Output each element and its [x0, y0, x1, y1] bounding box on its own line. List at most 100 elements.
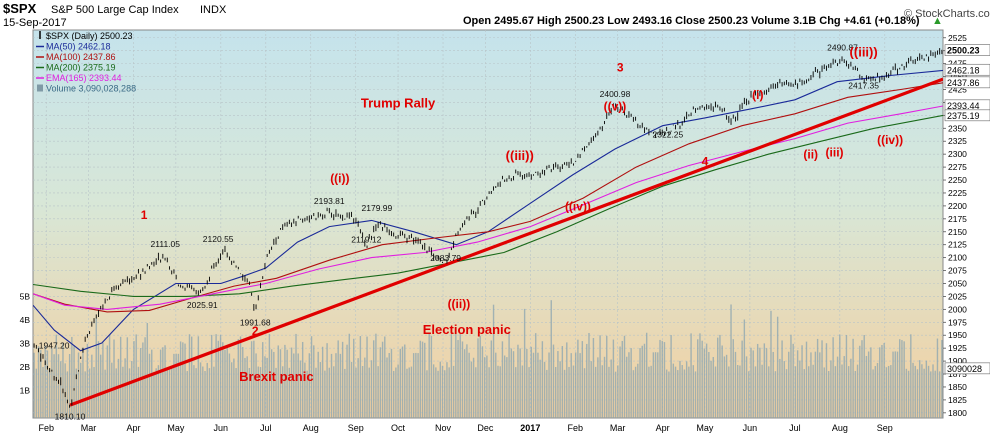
y-tick-label: 2075	[948, 266, 967, 276]
volume-bar	[435, 367, 437, 418]
volume-bar	[304, 362, 306, 418]
volume-bar	[515, 367, 517, 418]
volume-bar	[885, 367, 888, 418]
volume-bar	[659, 339, 661, 418]
volume-bar	[592, 337, 595, 418]
value-badge	[944, 109, 990, 122]
volume-bar	[388, 353, 390, 418]
volume-bar	[792, 343, 794, 418]
volume-bar	[548, 352, 550, 418]
volume-bar	[401, 346, 404, 418]
volume-bar	[741, 340, 743, 418]
volume-bar	[541, 341, 544, 418]
volume-bar	[794, 366, 797, 418]
volume-bar	[810, 352, 812, 418]
volume-bar	[612, 339, 615, 418]
volume-bar	[577, 339, 579, 418]
volume-bar	[139, 348, 142, 418]
price-label: 2083.79	[430, 253, 461, 263]
volume-bar	[763, 343, 766, 418]
volume-bar	[124, 358, 126, 418]
volume-bar	[175, 353, 177, 418]
volume-bar	[37, 346, 40, 418]
volume-bar	[91, 354, 93, 418]
volume-bar	[313, 345, 315, 418]
y-tick-label: 2200	[948, 201, 967, 211]
volume-bar	[159, 349, 162, 418]
volume-bar	[171, 367, 173, 418]
volume-bar	[665, 369, 668, 418]
volume-bar	[785, 369, 788, 418]
volume-tick-label: 3B	[20, 339, 31, 349]
volume-bar	[610, 359, 612, 418]
volume-bar	[246, 356, 248, 418]
volume-bar	[235, 368, 237, 418]
volume-bar	[661, 340, 663, 418]
volume-bar	[266, 357, 268, 418]
x-tick-label: Jul	[260, 423, 272, 433]
x-tick-label: May	[696, 423, 714, 433]
volume-bar	[122, 366, 124, 418]
volume-bar	[481, 346, 484, 418]
volume-bar	[506, 357, 508, 418]
value-badge-text: 2462.18	[947, 65, 980, 75]
volume-bar	[228, 353, 231, 418]
y-tick-label: 2275	[948, 162, 967, 172]
volume-bar	[630, 348, 632, 418]
y-tick-label: 2000	[948, 304, 967, 314]
ma-line-ma100	[33, 82, 943, 313]
ma-line-ma200	[33, 114, 943, 297]
volume-bar	[530, 346, 532, 418]
volume-bar	[788, 351, 790, 418]
volume-bar	[353, 338, 355, 418]
y-tick-label: 2050	[948, 278, 967, 288]
volume-bar	[801, 345, 803, 418]
volume-bar	[856, 364, 859, 418]
wave-label: (i)	[752, 88, 763, 102]
wave-label: 4	[702, 155, 709, 169]
y-tick-label: 1850	[948, 382, 967, 392]
volume-bar	[60, 361, 62, 418]
volume-bar	[599, 335, 601, 418]
volume-bar	[455, 333, 457, 418]
volume-bar	[217, 340, 220, 418]
price-label: 2490.87	[827, 42, 858, 52]
volume-bar	[135, 334, 137, 418]
volume-bar	[395, 367, 397, 418]
volume-bar	[879, 347, 881, 418]
volume-bar	[783, 361, 786, 418]
volume-bar	[88, 368, 91, 418]
volume-bar	[384, 336, 386, 418]
volume-bar	[608, 366, 610, 418]
volume-bar	[239, 336, 242, 418]
x-tick-label: Dec	[477, 423, 494, 433]
y-tick-label: 2350	[948, 123, 967, 133]
volume-bar	[77, 352, 80, 418]
volume-bar	[825, 343, 828, 418]
x-tick-label: Jul	[789, 423, 801, 433]
price-label: 2025.91	[187, 300, 218, 310]
volume-bar	[717, 337, 719, 418]
volume-bar	[219, 334, 222, 418]
volume-bar	[697, 339, 699, 418]
volume-bar	[681, 365, 683, 418]
volume-bar	[827, 371, 830, 418]
volume-bar	[279, 349, 282, 418]
volume-bar	[317, 351, 319, 418]
volume-bar	[148, 353, 151, 418]
volume-bar	[128, 368, 131, 418]
volume-bar	[306, 370, 308, 418]
volume-bar	[756, 343, 759, 418]
volume-bar	[264, 356, 266, 418]
volume-bar	[319, 362, 322, 418]
volume-bar	[324, 370, 326, 418]
legend-label: $SPX (Daily) 2500.23	[46, 31, 133, 41]
volume-bar	[155, 368, 157, 418]
volume-bar	[64, 363, 66, 418]
volume-bar	[632, 370, 635, 418]
price-label: 1810.10	[55, 412, 86, 422]
volume-bar	[617, 365, 619, 418]
price-label: 2322.25	[653, 130, 684, 140]
x-axis: Feb Mar Apr May Jun Jul Aug Sep Oct Nov Dec 2017 Feb…	[38, 423, 892, 433]
volume-bar	[151, 349, 153, 418]
